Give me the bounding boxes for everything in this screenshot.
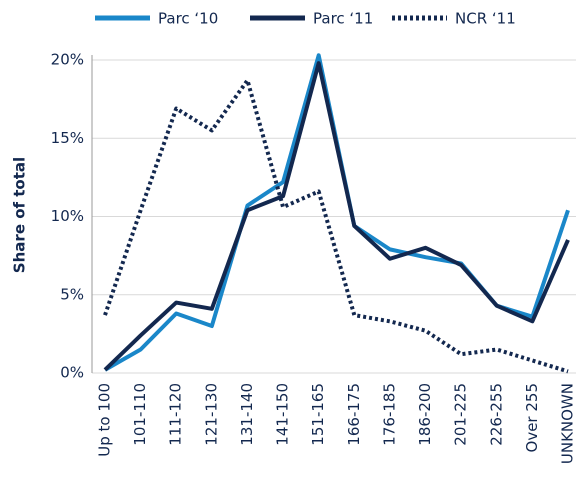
x-tick-label: UNKNOWN [559,383,577,464]
x-tick-label: 111-120 [167,383,185,446]
legend-label: Parc ‘11 [313,10,373,28]
x-tick-label: 226-255 [487,383,505,446]
x-tick-label: 131-140 [238,383,256,446]
y-tick-label: 0% [60,364,84,382]
x-tick-label: Over 255 [523,383,541,452]
series-line [103,78,569,374]
x-tick-label: 186-200 [416,383,434,446]
x-tick-label: 151-165 [309,383,327,446]
y-tick-label: 10% [51,207,84,225]
x-tick-label: 201-225 [452,383,470,446]
y-axis-label: Share of total [11,157,29,273]
legend-label: Parc ‘10 [158,10,218,28]
legend-label: NCR ‘11 [455,10,516,28]
x-tick-label: 121-130 [202,383,220,446]
x-tick-label: Up to 100 [96,383,114,457]
x-tick-label: 176-185 [380,383,398,446]
x-tick-label: 141-150 [274,383,292,446]
y-tick-label: 15% [51,129,84,147]
series-line [103,61,570,372]
y-tick-label: 20% [51,51,84,69]
series-line [104,53,570,372]
y-tick-label: 5% [60,285,84,303]
x-tick-label: 101-110 [131,383,149,446]
x-tick-label: 166-175 [345,383,363,446]
